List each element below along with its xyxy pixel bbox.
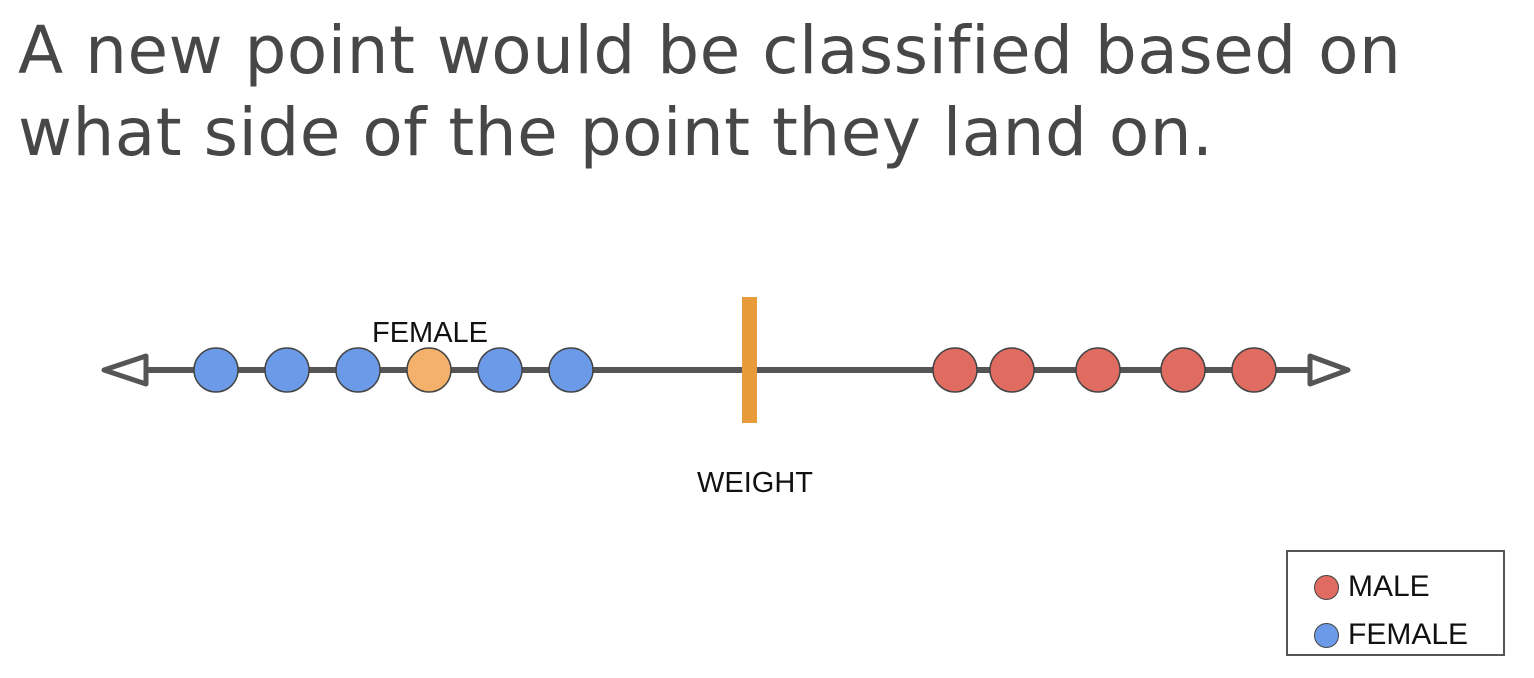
female-swatch-icon <box>1314 622 1339 648</box>
female-point <box>548 347 594 393</box>
slide-title: A new point would be classified based on… <box>18 12 1402 171</box>
female-point <box>335 347 381 393</box>
female-point <box>193 347 239 393</box>
male-swatch-icon <box>1314 574 1339 600</box>
female-point <box>264 347 310 393</box>
threshold-marker <box>742 297 757 423</box>
male-point <box>932 347 978 393</box>
right-arrow-icon <box>1307 353 1351 387</box>
legend-item-female: FEMALE <box>1314 618 1468 652</box>
left-arrow-icon <box>101 353 149 387</box>
axis-label: WEIGHT <box>697 467 813 499</box>
legend: MALE FEMALE <box>1286 550 1505 656</box>
legend-label-male: MALE <box>1348 570 1430 603</box>
male-point <box>1160 347 1206 393</box>
legend-label-female: FEMALE <box>1348 618 1469 651</box>
female-point <box>477 347 523 393</box>
male-point <box>989 347 1035 393</box>
points-layer <box>193 347 1277 393</box>
new-point-label: FEMALE <box>372 317 488 349</box>
new-point <box>406 347 452 393</box>
male-point <box>1231 347 1277 393</box>
male-point <box>1075 347 1121 393</box>
legend-item-male: MALE <box>1314 570 1430 604</box>
